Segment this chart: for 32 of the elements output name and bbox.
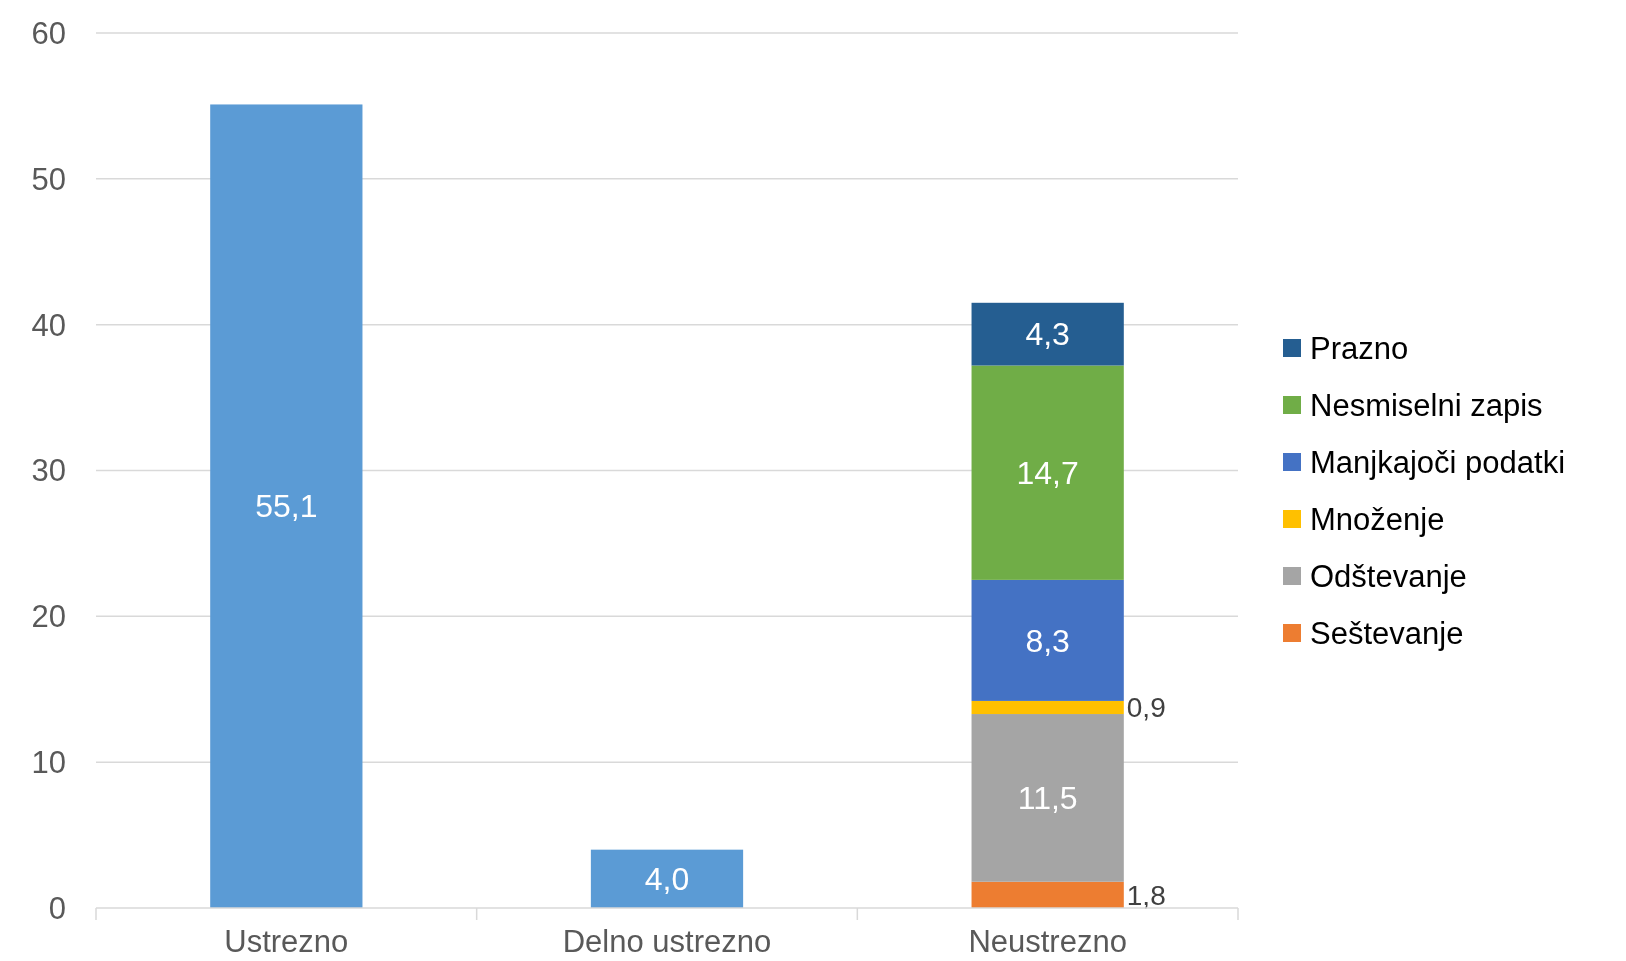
bar (971, 365, 1124, 580)
data-label: 1,8 (1126, 879, 1166, 911)
bar (971, 302, 1124, 366)
x-tick-label: Delno ustrezno (562, 924, 772, 959)
legend-label: Nesmiselni zapis (1310, 387, 1543, 423)
data-label: 55,1 (255, 488, 318, 525)
bar (210, 104, 363, 908)
data-label: 11,5 (1017, 780, 1078, 817)
data-label: 4,0 (644, 861, 690, 898)
y-tick-label: 40 (31, 307, 66, 343)
legend-label: Manjkajoči podatki (1310, 444, 1566, 480)
x-tick-label: Neustrezno (968, 924, 1127, 959)
bar (971, 700, 1124, 715)
y-tick-label: 20 (31, 599, 66, 635)
y-tick-label: 50 (31, 161, 66, 197)
legend-label: Odštevanje (1310, 558, 1467, 594)
data-label: 8,3 (1025, 622, 1070, 659)
data-label: 4,3 (1025, 316, 1070, 353)
data-label: 0,9 (1126, 692, 1166, 724)
y-tick-label: 30 (31, 453, 66, 489)
data-label: 14,7 (1016, 454, 1079, 491)
bar (590, 849, 744, 908)
legend-label: Množenje (1310, 501, 1445, 537)
y-tick-label: 10 (31, 745, 66, 781)
bar (971, 881, 1124, 908)
bar (971, 714, 1124, 882)
x-tick-label: Ustrezno (224, 924, 349, 959)
y-tick-label: 60 (31, 15, 66, 51)
bar (971, 579, 1124, 701)
legend-label: Prazno (1310, 330, 1409, 366)
y-tick-label: 0 (48, 890, 66, 926)
legend-label: Seštevanje (1310, 615, 1464, 651)
